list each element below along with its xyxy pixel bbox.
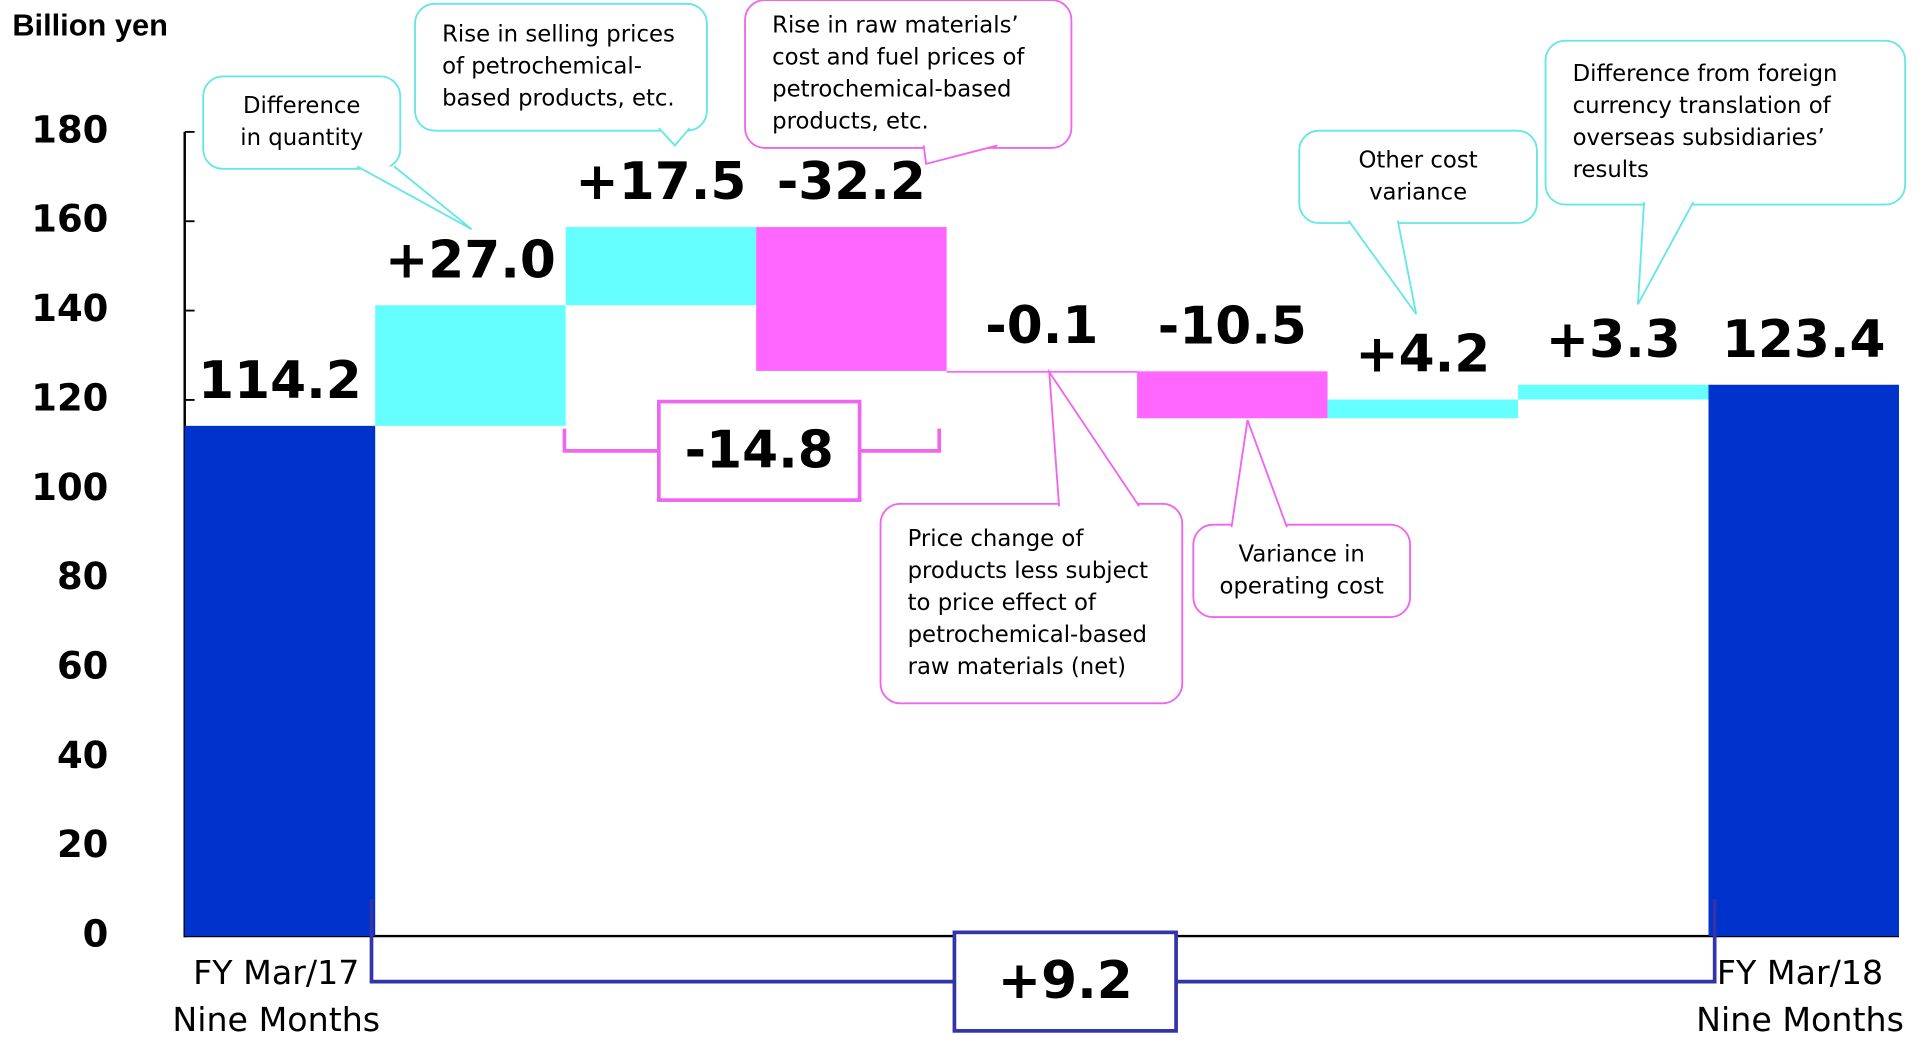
y-tick-label: 120 [31,376,108,419]
value-label: +27.0 [385,230,556,290]
bracket-box [657,399,862,502]
bracket-label: -14.8 [685,420,834,480]
callout-pointer-fill [658,128,690,146]
callout-text: variance [1369,179,1467,205]
y-tick-label: 180 [31,108,108,151]
bar [1327,399,1519,419]
callout-box [879,502,1184,705]
value-label: +3.3 [1546,310,1681,370]
value-label: -32.2 [777,152,926,212]
bar [1518,384,1709,400]
bar [375,305,566,426]
bar [184,425,376,937]
y-tick-label: 20 [57,823,108,866]
callout-text: in quantity [240,125,363,151]
callout-text: raw materials (net) [908,654,1126,680]
callout-text: products less subject [908,558,1149,584]
callout-text: currency translation of [1573,93,1832,119]
callout-pointer [356,165,473,230]
callout-pointer [1048,368,1140,507]
value-label: 123.4 [1722,310,1886,370]
callout-text: petrochemical-based [908,622,1147,648]
callout-pointer [922,144,998,166]
callout-box [202,75,402,170]
y-tick-label: 80 [57,555,108,598]
callout-text: Rise in raw materials’ [772,12,1019,38]
x-tick-label-box: FY Mar/18 Nine Months [1696,954,1904,1040]
callout-box [1544,39,1907,206]
callout-text: of petrochemical- [442,54,642,80]
x-tick-label-box: FY Mar/17 Nine Months [172,954,381,1040]
callout-pointer-fill [1231,420,1287,528]
value-label: 114.2 [198,351,362,411]
y-tick-label: 160 [31,198,108,241]
callout-text: cost and fuel prices of [772,44,1025,70]
callout-text: to price effect of [908,590,1097,616]
callout-text: Difference [243,93,360,119]
value-label: +4.2 [1355,325,1490,385]
callout-box [1298,129,1538,224]
bar [1708,384,1899,937]
callout-text: results [1573,157,1649,183]
callout-text: Difference from foreign [1573,61,1838,87]
y-tick-label: 100 [31,466,108,509]
x-tick-label: FY Mar/17 Nine Months [172,954,381,1040]
value-label: -0.1 [985,296,1098,356]
y-tick-label: 140 [31,287,108,330]
callout-pointer [658,127,691,147]
callout-pointer [1230,419,1288,528]
callout-box [744,0,1073,149]
callout-text: Other cost [1359,147,1478,173]
y-tick-label: 60 [57,644,108,687]
bar [756,227,947,371]
callout-box [414,2,708,132]
callout-text: Rise in selling prices [442,22,675,48]
callout-text: operating cost [1220,573,1384,599]
value-label: -10.5 [1158,296,1307,356]
value-label: +17.5 [575,152,746,212]
y-axis-label: Billion yen [12,7,168,42]
callout-text: Variance in [1239,541,1365,567]
callout-text: petrochemical-based [772,77,1011,103]
bracket-box [952,930,1178,1033]
callout-text: based products, etc. [442,86,675,112]
callout-pointer [1347,220,1418,315]
callout-box [1192,523,1411,619]
y-tick-label: 40 [57,734,108,777]
bar [946,370,1138,373]
bar [565,227,757,306]
x-tick-label: FY Mar/18 Nine Months [1696,954,1904,1040]
bar [1137,371,1328,419]
callout-text: products, etc. [772,109,929,135]
bracket-label: +9.2 [998,951,1133,1011]
callout-text: Price change of [908,526,1085,552]
callout-text: overseas subsidiaries’ [1573,125,1825,151]
y-tick-label: 0 [83,913,109,956]
callout-pointer [1636,201,1695,305]
